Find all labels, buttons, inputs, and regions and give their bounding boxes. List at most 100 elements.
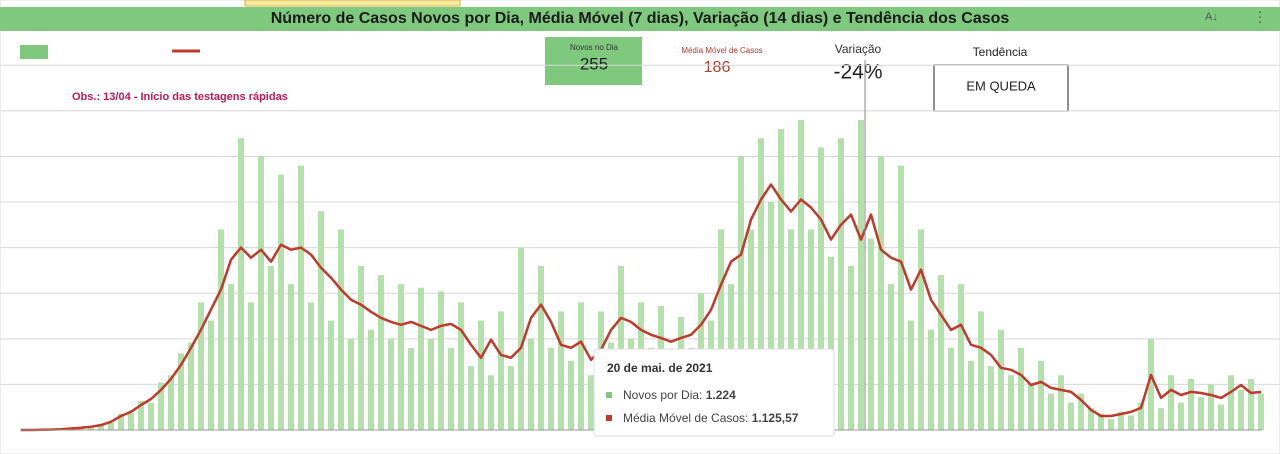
scorecard-value: -24%: [833, 61, 882, 84]
bar: [1218, 404, 1224, 430]
bar: [268, 265, 274, 430]
tooltip-label: Média Móvel de Casos: 1.125,57: [623, 411, 799, 425]
bar: [1238, 389, 1244, 430]
tooltip-label: Novos por Dia: 1.224: [623, 388, 736, 402]
bar: [148, 402, 154, 430]
bar: [1258, 393, 1264, 430]
bar: [248, 302, 254, 430]
bar: [1228, 375, 1234, 430]
bar: [348, 338, 354, 430]
bar: [928, 329, 934, 430]
bar: [548, 347, 554, 430]
bar: [898, 165, 904, 430]
bar: [748, 229, 754, 430]
tooltip-swatch: [606, 415, 612, 421]
scorecard-label: Média Móvel de Casos: [681, 46, 762, 55]
bar: [768, 202, 774, 430]
bar: [298, 165, 304, 430]
scorecard-label: Novos no Dia: [570, 43, 619, 52]
bar: [1248, 378, 1254, 430]
bar: [818, 147, 824, 430]
bar: [858, 120, 864, 430]
bar: [1018, 347, 1024, 430]
scorecard-label: Variação: [835, 42, 882, 56]
bar: [878, 156, 884, 430]
bar: [1088, 408, 1094, 430]
bar: [498, 311, 504, 430]
legend-bar: [20, 45, 48, 59]
bar: [518, 247, 524, 430]
bar: [138, 400, 144, 430]
bar: [1068, 402, 1074, 430]
bar: [468, 366, 474, 430]
bar: [188, 342, 194, 430]
scorecard-value: EM QUEDA: [966, 78, 1036, 93]
tooltip: [593, 348, 835, 437]
bar: [1208, 384, 1214, 430]
bar: [988, 366, 994, 430]
bar: [288, 284, 294, 430]
bar: [888, 284, 894, 430]
bar: [398, 284, 404, 430]
bar: [1148, 338, 1154, 430]
bar: [538, 265, 544, 430]
bar: [308, 302, 314, 430]
bar: [428, 338, 434, 430]
sort-icon[interactable]: A↓: [1205, 11, 1218, 23]
bar: [478, 320, 484, 430]
bar: [918, 229, 924, 430]
bar: [1158, 408, 1164, 430]
bar: [838, 138, 844, 430]
bar: [218, 229, 224, 430]
bar: [1078, 393, 1084, 430]
bar: [868, 238, 874, 430]
bar: [1168, 375, 1174, 430]
bar: [1058, 375, 1064, 430]
bar: [1188, 378, 1194, 430]
bar: [808, 229, 814, 430]
bar: [368, 329, 374, 430]
bar: [948, 347, 954, 430]
bar: [848, 265, 854, 430]
scorecard-value: 255: [580, 54, 608, 73]
bar: [738, 156, 744, 430]
bar: [1138, 402, 1144, 430]
title: Número de Casos Novos por Dia, Média Móv…: [271, 10, 1010, 27]
bar: [1008, 375, 1014, 430]
bar: [558, 311, 564, 430]
bar: [318, 211, 324, 430]
bar: [968, 360, 974, 430]
bar: [1048, 393, 1054, 430]
scorecard-box: [545, 37, 642, 85]
bar: [1118, 411, 1124, 430]
tooltip-date: 20 de mai. de 2021: [607, 361, 713, 375]
bar: [1198, 397, 1204, 430]
bar: [108, 422, 114, 430]
note: Obs.: 13/04 - Início das testagens rápid…: [72, 91, 288, 103]
bar: [1128, 415, 1134, 430]
bar: [588, 375, 594, 430]
bar: [388, 338, 394, 430]
bar: [758, 138, 764, 430]
bar: [568, 360, 574, 430]
bar: [438, 291, 444, 430]
header-bar: [0, 7, 1280, 31]
bar: [198, 302, 204, 430]
bar: [528, 338, 534, 430]
bar: [788, 229, 794, 430]
scorecard-label: Tendência: [973, 45, 1028, 59]
bar: [238, 138, 244, 430]
tooltip-swatch: [606, 392, 612, 398]
bar: [1098, 413, 1104, 430]
bar: [508, 366, 514, 430]
bar: [278, 174, 284, 430]
bar: [208, 320, 214, 430]
bar: [938, 275, 944, 430]
menu-icon[interactable]: ⋮: [1253, 9, 1267, 25]
bar: [358, 265, 364, 430]
bar: [158, 382, 164, 430]
bar: [328, 320, 334, 430]
bar: [128, 412, 134, 430]
bar: [418, 287, 424, 430]
